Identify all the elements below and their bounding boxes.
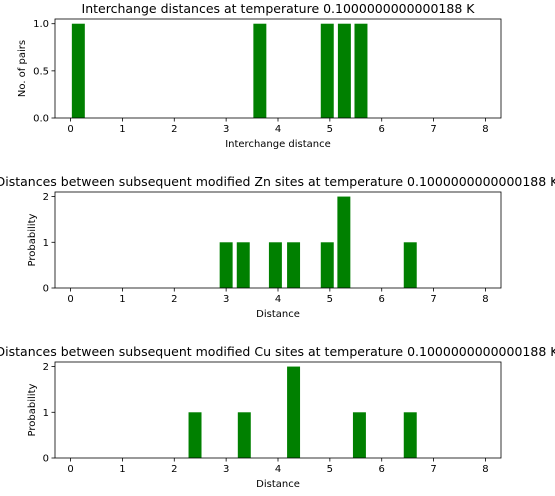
bar bbox=[403, 412, 417, 458]
y-tick-label: 1 bbox=[43, 408, 49, 419]
y-tick-label: 0 bbox=[43, 454, 49, 465]
y-axis-label: No. of pairs bbox=[17, 40, 28, 97]
chart-title: Distances between subsequent modified Zn… bbox=[0, 174, 555, 189]
x-tick-label: 1 bbox=[119, 294, 125, 305]
y-tick-label: 2 bbox=[43, 192, 49, 203]
bar bbox=[320, 23, 334, 118]
x-tick-label: 8 bbox=[482, 124, 488, 135]
bar bbox=[236, 242, 250, 288]
x-tick-label: 0 bbox=[67, 294, 73, 305]
bar bbox=[253, 23, 267, 118]
bar bbox=[354, 23, 368, 118]
x-tick-label: 4 bbox=[275, 124, 281, 135]
x-tick-label: 5 bbox=[327, 464, 333, 475]
y-axis-label: Probability bbox=[27, 213, 38, 266]
bar bbox=[287, 366, 301, 458]
y-tick-label: 1 bbox=[43, 238, 49, 249]
x-tick-label: 3 bbox=[223, 464, 229, 475]
x-tick-label: 3 bbox=[223, 124, 229, 135]
x-tick-label: 5 bbox=[327, 124, 333, 135]
x-tick-label: 0 bbox=[67, 464, 73, 475]
x-tick-label: 7 bbox=[430, 124, 436, 135]
y-axis-label: Probability bbox=[27, 383, 38, 436]
x-tick-label: 8 bbox=[482, 464, 488, 475]
chart-panel-3: 0 1 2 3 4 5 6 7 8 0 1 2 Distances between subsequent… bbox=[0, 344, 555, 490]
x-tick-label: 2 bbox=[171, 294, 177, 305]
x-tick-label: 1 bbox=[119, 464, 125, 475]
chart-panel-2: 0 1 2 3 4 5 6 7 8 0 1 2 Distances between subsequent… bbox=[0, 174, 555, 320]
x-tick-label: 2 bbox=[171, 464, 177, 475]
y-tick-label: 0.5 bbox=[33, 66, 49, 77]
x-tick-label: 6 bbox=[379, 294, 385, 305]
bar bbox=[71, 23, 85, 118]
y-tick-label: 0 bbox=[43, 284, 49, 295]
bar bbox=[188, 412, 202, 458]
y-tick-label: 1.0 bbox=[33, 19, 49, 30]
chart-title: Distances between subsequent modified Cu… bbox=[0, 344, 555, 359]
bar bbox=[352, 412, 366, 458]
bar bbox=[337, 23, 351, 118]
chart-title: Interchange distances at temperature 0.1… bbox=[82, 1, 476, 16]
bar bbox=[337, 196, 351, 288]
x-tick-label: 5 bbox=[327, 294, 333, 305]
x-tick-label: 7 bbox=[430, 464, 436, 475]
x-tick-label: 6 bbox=[379, 464, 385, 475]
bar bbox=[219, 242, 233, 288]
bar bbox=[287, 242, 301, 288]
x-tick-label: 0 bbox=[67, 124, 73, 135]
x-tick-label: 4 bbox=[275, 294, 281, 305]
bar bbox=[237, 412, 251, 458]
bar bbox=[320, 242, 334, 288]
chart-panel-1: 0 1 2 3 4 5 6 7 8 0.0 0.5 1.0 Interchange distances … bbox=[17, 1, 502, 150]
x-tick-label: 7 bbox=[430, 294, 436, 305]
x-tick-label: 2 bbox=[171, 124, 177, 135]
y-tick-label: 2 bbox=[43, 362, 49, 373]
x-tick-label: 3 bbox=[223, 294, 229, 305]
x-axis-label: Distance bbox=[256, 479, 300, 490]
bar bbox=[403, 242, 417, 288]
x-tick-label: 8 bbox=[482, 294, 488, 305]
x-axis-label: Interchange distance bbox=[225, 139, 331, 150]
x-tick-label: 1 bbox=[119, 124, 125, 135]
x-tick-label: 4 bbox=[275, 464, 281, 475]
x-axis-label: Distance bbox=[256, 309, 300, 320]
bar bbox=[268, 242, 282, 288]
x-tick-label: 6 bbox=[379, 124, 385, 135]
y-tick-label: 0.0 bbox=[33, 114, 49, 125]
